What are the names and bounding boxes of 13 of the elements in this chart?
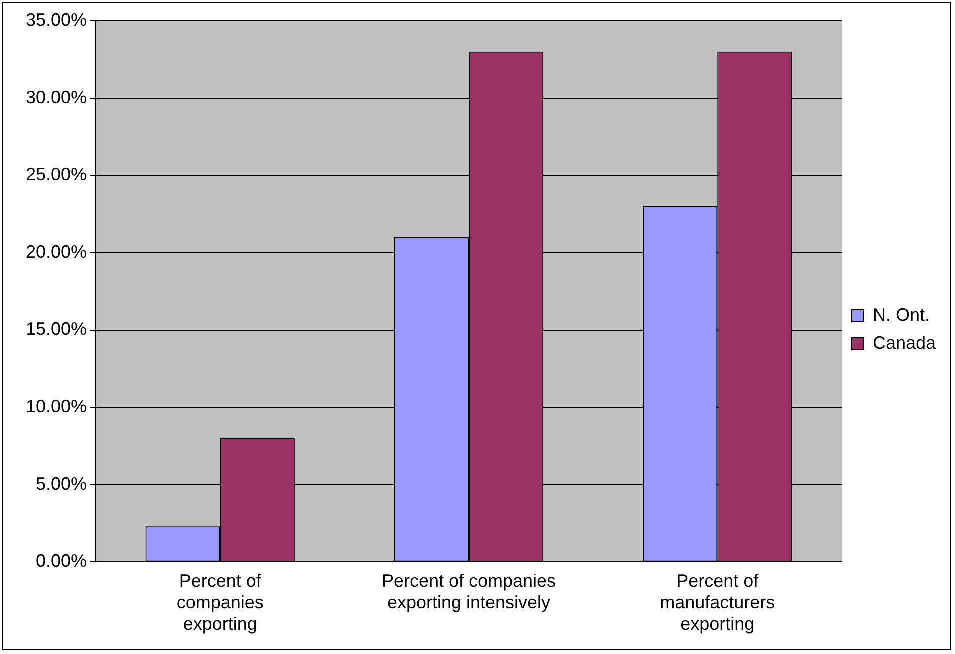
y-tick-label: 35.00% xyxy=(26,10,88,30)
x-tick-label: Percent of companies exporting xyxy=(176,570,264,634)
x-tick-label: Percent of companies exporting intensively xyxy=(382,570,556,613)
y-tick-label: 5.00% xyxy=(36,474,88,494)
y-tick-label: 0.00% xyxy=(36,551,88,572)
y-tick-label: 25.00% xyxy=(26,164,88,185)
y-tick-label: 15.00% xyxy=(26,319,88,340)
legend-label: Canada xyxy=(872,332,937,353)
y-tick-label: 20.00% xyxy=(26,242,88,262)
y-tick-label: 30.00% xyxy=(26,87,88,108)
legend-label: N. Ont. xyxy=(872,304,930,325)
y-tick-label: 10.00% xyxy=(26,396,88,417)
x-tick-label: Percent of manufacturers exporting xyxy=(660,570,776,634)
